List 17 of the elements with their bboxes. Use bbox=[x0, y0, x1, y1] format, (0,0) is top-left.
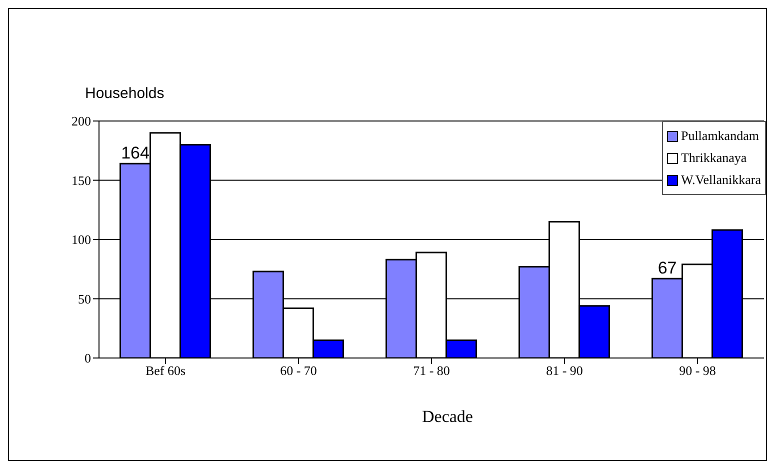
legend-label: Pullamkandam bbox=[680, 128, 759, 144]
data-label: 164 bbox=[121, 144, 150, 163]
y-tick-label: 200 bbox=[72, 114, 91, 129]
x-tick-label: Bef 60s bbox=[145, 363, 186, 378]
data-label: 67 bbox=[658, 258, 677, 278]
y-tick-label: 100 bbox=[72, 232, 91, 248]
y-axis-title: Households bbox=[85, 85, 164, 102]
legend-label: Thrikkanaya bbox=[680, 150, 747, 166]
y-tick-label: 50 bbox=[78, 291, 91, 306]
x-tick-label: 81 - 90 bbox=[546, 363, 583, 378]
x-tick-label: 71 - 80 bbox=[413, 363, 450, 378]
y-tick-label: 0 bbox=[84, 350, 91, 366]
x-axis-title: Decade bbox=[422, 407, 473, 426]
x-tick-label: 90 - 98 bbox=[679, 363, 716, 378]
x-tick-label: 60 - 70 bbox=[280, 363, 317, 378]
y-tick-label: 150 bbox=[72, 172, 91, 188]
legend-label: W.Vellanikkara bbox=[680, 172, 761, 188]
